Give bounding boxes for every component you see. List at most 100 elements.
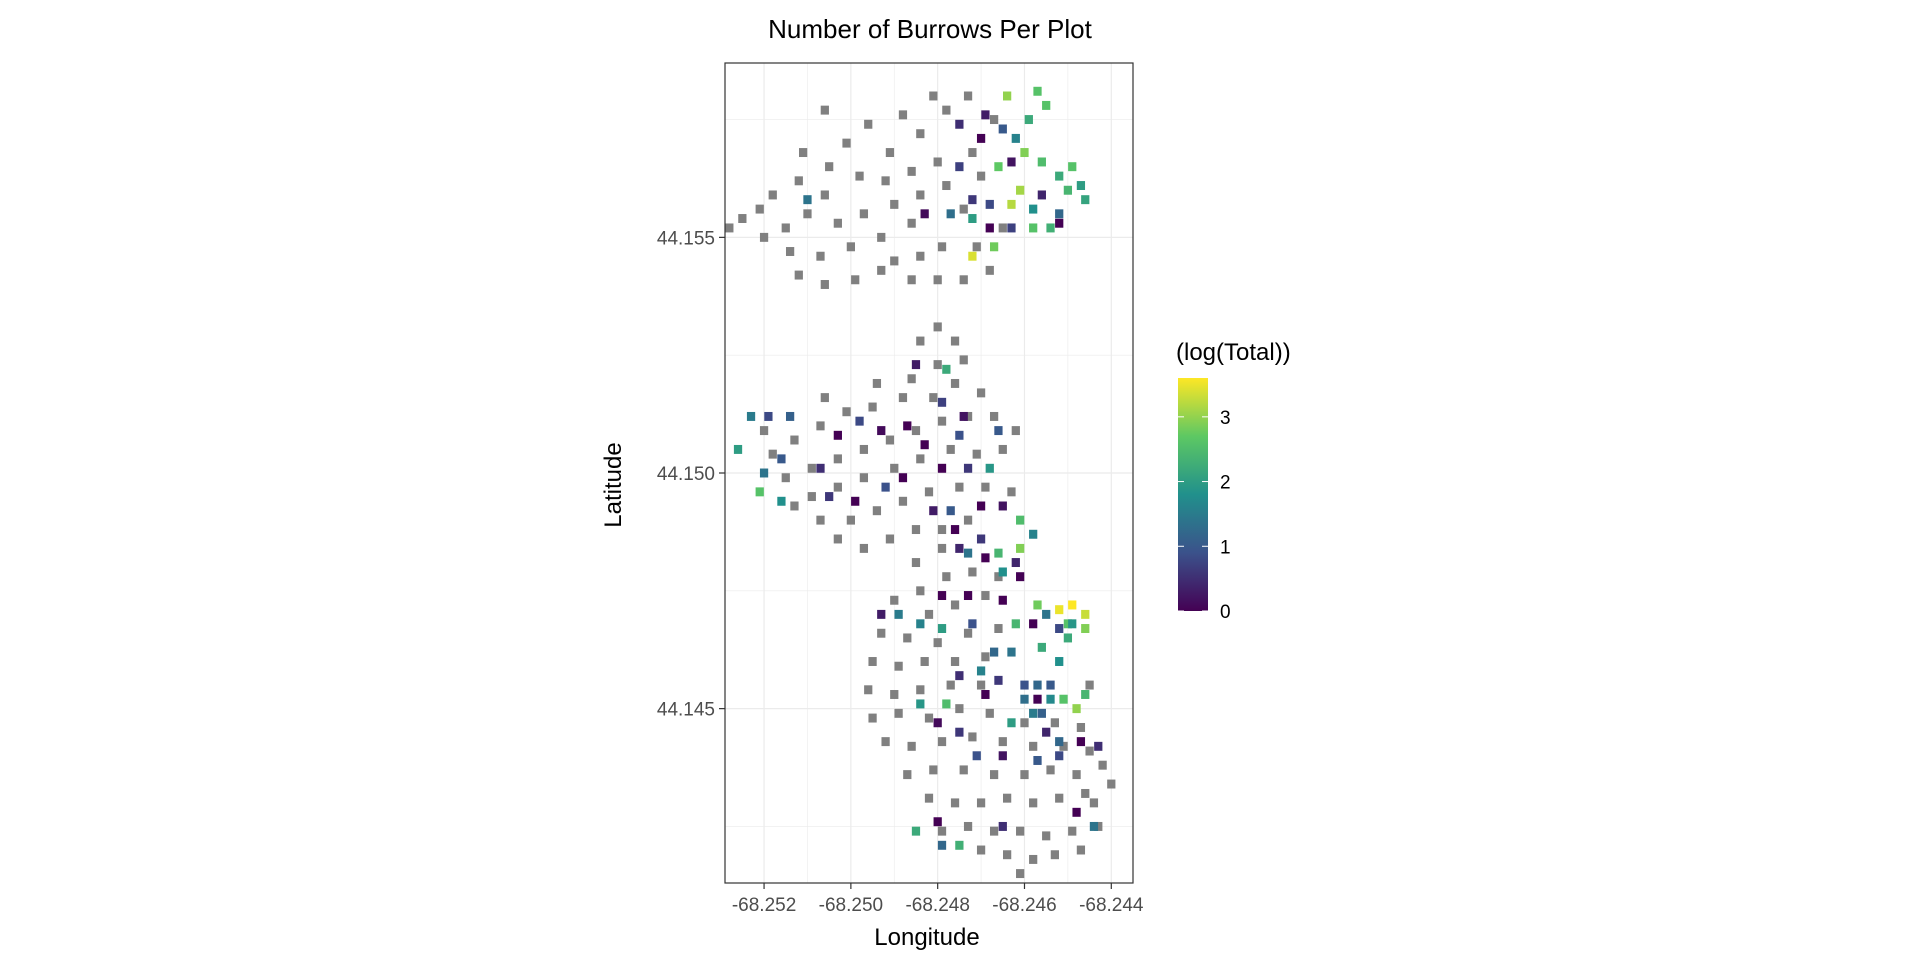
plot-cell xyxy=(1081,624,1090,633)
plot-cell xyxy=(998,223,1007,233)
plot-cell xyxy=(968,732,977,742)
plot-cell xyxy=(1020,718,1029,728)
plot-cell xyxy=(859,543,869,553)
plot-cell xyxy=(985,223,994,233)
plot-cell xyxy=(916,699,925,709)
plot-cell xyxy=(963,515,973,525)
plot-cell xyxy=(950,798,960,808)
plot-cell xyxy=(937,463,947,473)
plot-cell xyxy=(916,454,925,464)
plot-cell xyxy=(1029,741,1038,751)
plot-cell xyxy=(924,609,934,619)
plot-cell xyxy=(1046,680,1055,690)
x-tick-label: -68.246 xyxy=(992,895,1056,916)
plot-cell xyxy=(968,567,977,577)
plot-cell xyxy=(955,671,964,681)
plot-cell xyxy=(1016,515,1025,525)
plot-cell xyxy=(998,737,1007,747)
plot-cell xyxy=(768,449,777,459)
plot-cell xyxy=(803,209,812,219)
plot-cell xyxy=(885,148,895,158)
plot-cell xyxy=(933,817,942,827)
plot-cell xyxy=(950,336,960,346)
plot-cell xyxy=(976,666,986,676)
plot-cell xyxy=(929,506,938,516)
plot-cell xyxy=(959,765,968,775)
plot-cell xyxy=(842,138,851,148)
plot-cell xyxy=(968,214,977,223)
y-axis-title: Latitude xyxy=(600,442,627,527)
plot-cell xyxy=(1050,850,1059,860)
plot-cell xyxy=(894,661,903,671)
plot-cell xyxy=(924,713,934,723)
plot-cell xyxy=(955,543,964,553)
plot-cell xyxy=(877,609,886,619)
plot-cell xyxy=(955,704,964,714)
plot-cell xyxy=(946,209,955,219)
plot-cell xyxy=(955,162,964,172)
y-axis-ticks: 44.145 44.150 44.155 xyxy=(657,228,725,721)
plot-cell xyxy=(976,171,986,181)
plot-cell xyxy=(1068,826,1077,836)
plot-cell xyxy=(968,195,977,205)
plot-cell xyxy=(1076,723,1086,732)
plot-cell xyxy=(1033,680,1042,690)
x-axis-ticks: -68.252 -68.250 -68.248 -68.246 -68.244 xyxy=(732,883,1144,916)
plot-cell xyxy=(807,492,816,502)
plot-cell xyxy=(976,680,986,690)
plot-cell xyxy=(859,473,869,483)
plot-cell xyxy=(1072,807,1081,817)
plot-cell xyxy=(755,487,764,497)
plot-cell xyxy=(1094,741,1103,751)
plot-cell xyxy=(989,647,999,657)
plot-cells xyxy=(725,86,1116,879)
plot-cell xyxy=(937,397,947,407)
grid-lines xyxy=(725,63,1133,883)
plot-cell xyxy=(907,275,916,285)
plot-cell xyxy=(976,388,986,398)
plot-cell xyxy=(1007,199,1016,209)
plot-cell xyxy=(1055,605,1064,615)
plot-cell xyxy=(1033,694,1042,704)
plot-cell xyxy=(933,322,942,332)
plot-cell xyxy=(985,265,994,275)
plot-cell xyxy=(946,680,955,690)
plot-cell xyxy=(1003,91,1012,101)
plot-cell xyxy=(1011,619,1020,629)
plot-cell xyxy=(1085,746,1094,756)
plot-cell xyxy=(907,741,916,751)
plot-cell xyxy=(1059,694,1068,704)
plot-cell xyxy=(816,515,825,525)
plot-cell xyxy=(898,393,908,403)
plot-cell xyxy=(985,199,994,209)
x-tick-label: -68.250 xyxy=(819,895,883,916)
plot-cell xyxy=(972,449,981,459)
plot-cell xyxy=(1072,770,1081,780)
plot-cell xyxy=(994,426,1003,436)
plot-cell xyxy=(777,454,786,464)
plot-cell xyxy=(916,336,925,346)
plot-cell xyxy=(1076,845,1086,855)
plot-cell xyxy=(842,407,851,417)
plot-cell xyxy=(872,378,882,388)
plot-cell xyxy=(963,463,973,473)
plot-cell xyxy=(950,525,960,535)
plot-cell xyxy=(976,534,986,544)
plot-cell xyxy=(864,119,873,129)
plot-cell xyxy=(833,482,842,492)
plot-cell xyxy=(1029,204,1038,214)
legend-ticks: 0 1 2 3 xyxy=(1178,408,1231,623)
plot-cell xyxy=(738,214,747,223)
plot-cell xyxy=(1029,708,1038,718)
plot-cell xyxy=(725,223,734,233)
plot-cell xyxy=(1055,209,1064,219)
plot-cell xyxy=(825,492,834,502)
plot-cell xyxy=(1042,727,1051,737)
legend-title: (log(Total)) xyxy=(1176,339,1291,366)
plot-cell xyxy=(933,157,942,167)
plot-cell xyxy=(1055,793,1064,803)
plot-cell xyxy=(890,199,899,209)
plot-cell xyxy=(903,770,912,780)
plot-cell xyxy=(907,166,916,176)
